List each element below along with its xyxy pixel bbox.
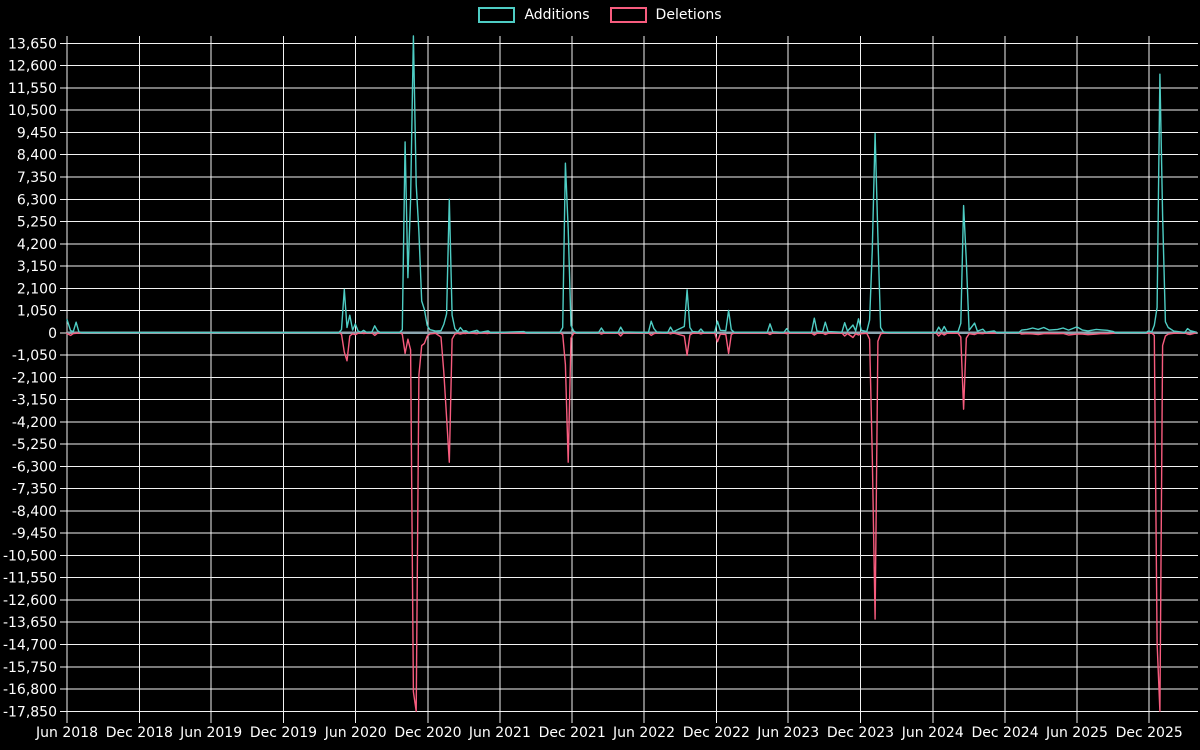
x-tick-label: Jun 2019 — [179, 725, 242, 741]
deletions-line — [66, 332, 1197, 712]
y-tick-label: 0 — [48, 326, 57, 342]
x-tick-label: Dec 2020 — [394, 725, 461, 741]
x-tick-label: Jun 2023 — [756, 725, 819, 741]
y-tick-label: -6,300 — [12, 459, 57, 475]
y-tick-label: 13,650 — [8, 36, 57, 52]
x-tick-label: Dec 2025 — [1116, 725, 1183, 741]
vertical-gridlines — [66, 36, 1150, 723]
y-tick-label: -3,150 — [12, 393, 57, 409]
y-tick-label: -11,550 — [3, 571, 57, 587]
x-tick-label: Jun 2021 — [468, 725, 531, 741]
y-tick-label: 5,250 — [17, 215, 57, 231]
x-tick-label: Jun 2025 — [1045, 725, 1108, 741]
y-tick-label: -14,700 — [3, 638, 57, 654]
data-series — [66, 35, 1197, 712]
y-tick-label: -5,250 — [12, 437, 57, 453]
additions-legend-label: Additions — [524, 7, 590, 23]
legend: Additions Deletions — [0, 7, 1200, 23]
y-tick-label: -1,050 — [12, 348, 57, 364]
y-tick-label: -10,500 — [3, 548, 57, 564]
x-tick-label: Dec 2021 — [539, 725, 606, 741]
y-tick-label: -15,750 — [3, 660, 57, 676]
legend-item-deletions[interactable]: Deletions — [609, 7, 722, 23]
y-tick-label: 3,150 — [17, 259, 57, 275]
x-tick-label: Jun 2022 — [612, 725, 675, 741]
y-tick-label: -8,400 — [12, 504, 57, 520]
y-tick-label: 11,550 — [8, 81, 57, 97]
deletions-legend-label: Deletions — [655, 7, 722, 23]
y-tick-label: 6,300 — [17, 192, 57, 208]
x-tick-label: Jun 2024 — [901, 725, 964, 741]
y-tick-label: -17,850 — [3, 704, 57, 720]
y-tick-label: 1,050 — [17, 304, 57, 320]
y-tick-label: -4,200 — [12, 415, 57, 431]
x-axis-labels: Jun 2018 Dec 2018 Jun 2019 Dec 2019 Jun 2020… — [35, 725, 1183, 741]
x-tick-label: Dec 2024 — [971, 725, 1038, 741]
deletions-swatch-icon — [609, 7, 647, 23]
additions-line — [66, 35, 1197, 334]
y-axis-labels: 13,650 12,600 11,550 10,500 9,450 8,400 7,350 6… — [3, 36, 57, 720]
y-tick-label: -16,800 — [3, 682, 57, 698]
x-tick-label: Dec 2022 — [683, 725, 750, 741]
x-tick-label: Jun 2020 — [324, 725, 387, 741]
y-tick-label: 10,500 — [8, 103, 57, 119]
y-tick-label: 8,400 — [17, 148, 57, 164]
y-tick-label: -7,350 — [12, 482, 57, 498]
y-tick-label: 12,600 — [8, 59, 57, 75]
x-tick-label: Dec 2018 — [106, 725, 173, 741]
y-tick-label: 2,100 — [17, 281, 57, 297]
y-tick-label: -2,100 — [12, 370, 57, 386]
additions-swatch-icon — [478, 7, 516, 23]
y-tick-label: -13,650 — [3, 615, 57, 631]
x-tick-label: Dec 2023 — [827, 725, 894, 741]
y-tick-label: -9,450 — [12, 526, 57, 542]
x-tick-label: Jun 2018 — [35, 725, 98, 741]
y-tick-label: 9,450 — [17, 125, 57, 141]
y-tick-label: -12,600 — [3, 593, 57, 609]
horizontal-gridlines — [60, 42, 1198, 712]
y-tick-label: 7,350 — [17, 170, 57, 186]
y-tick-label: 4,200 — [17, 237, 57, 253]
x-tick-label: Dec 2019 — [250, 725, 317, 741]
legend-item-additions[interactable]: Additions — [478, 7, 590, 23]
